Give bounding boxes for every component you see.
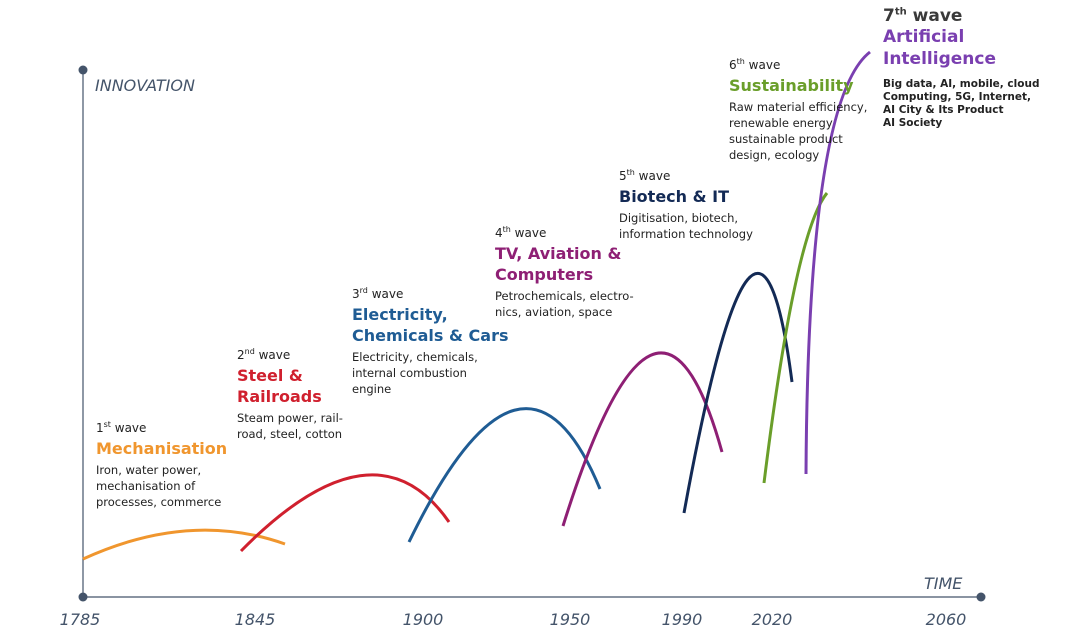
- year-label: 1900: [402, 610, 444, 629]
- wave-number: 2nd wave: [237, 347, 291, 363]
- wave-description: Petrochemicals, electro- nics, aviation,…: [495, 289, 634, 319]
- year-label: 2060: [925, 610, 967, 629]
- wave-6-label: 6th wave Sustainability Raw material eff…: [729, 57, 867, 163]
- y-axis-end-dot: [78, 65, 88, 75]
- wave-title: Electricity, Chemicals & Cars: [352, 305, 509, 345]
- wave-curve-7: [804, 50, 871, 475]
- wave-7-label: 7th wave Artificial Intelligence Big dat…: [883, 6, 1080, 130]
- wave-number: 1st wave: [96, 420, 147, 436]
- year-label: 1845: [234, 610, 276, 629]
- x-axis-label: TIME: [924, 574, 963, 593]
- wave-number: 4th wave: [495, 225, 547, 241]
- wave-title: Sustainability: [729, 76, 854, 95]
- wave-title: Steel & Railroads: [237, 366, 322, 406]
- origin-dot: [78, 592, 88, 602]
- wave-curve-1: [82, 528, 286, 561]
- year-label: 1950: [549, 610, 591, 629]
- wave-curve-4: [561, 351, 724, 527]
- wave-description: Electricity, chemicals, internal combust…: [352, 350, 478, 396]
- wave-1-label: 1st wave Mechanisation Iron, water power…: [96, 420, 227, 510]
- wave-number: 5th wave: [619, 168, 671, 184]
- x-axis-end-dot: [976, 592, 986, 602]
- wave-title: Artificial Intelligence: [883, 27, 996, 69]
- wave-curve-2: [239, 473, 451, 553]
- wave-description: Big data, AI, mobile, cloud Computing, 5…: [883, 78, 1040, 129]
- wave-curve-3: [407, 407, 602, 543]
- y-axis-label: INNOVATION: [95, 76, 195, 95]
- wave-title: TV, Aviation & Computers: [495, 244, 622, 284]
- wave-number: 7th wave: [883, 6, 963, 26]
- year-label: 1990: [661, 610, 703, 629]
- wave-number: 3rd wave: [352, 286, 404, 302]
- year-label: 1785: [59, 610, 101, 629]
- wave-2-label: 2nd wave Steel & Railroads Steam power, …: [237, 347, 343, 442]
- wave-number: 6th wave: [729, 57, 781, 73]
- wave-title: Biotech & IT: [619, 187, 730, 206]
- wave-description: Raw material efficiency, renewable energ…: [729, 100, 868, 162]
- wave-3-label: 3rd wave Electricity, Chemicals & Cars E…: [352, 286, 508, 397]
- wave-description: Steam power, rail- road, steel, cotton: [237, 411, 343, 441]
- wave-5-label: 5th wave Biotech & IT Digitisation, biot…: [619, 168, 753, 242]
- wave-description: Digitisation, biotech, information techn…: [619, 211, 753, 241]
- wave-curve-5: [682, 271, 794, 514]
- wave-title: Mechanisation: [96, 439, 228, 458]
- wave-4-label: 4th wave TV, Aviation & Computers Petroc…: [495, 225, 634, 320]
- year-label: 2020: [751, 610, 793, 629]
- wave-description: Iron, water power, mechanisation of proc…: [96, 463, 222, 509]
